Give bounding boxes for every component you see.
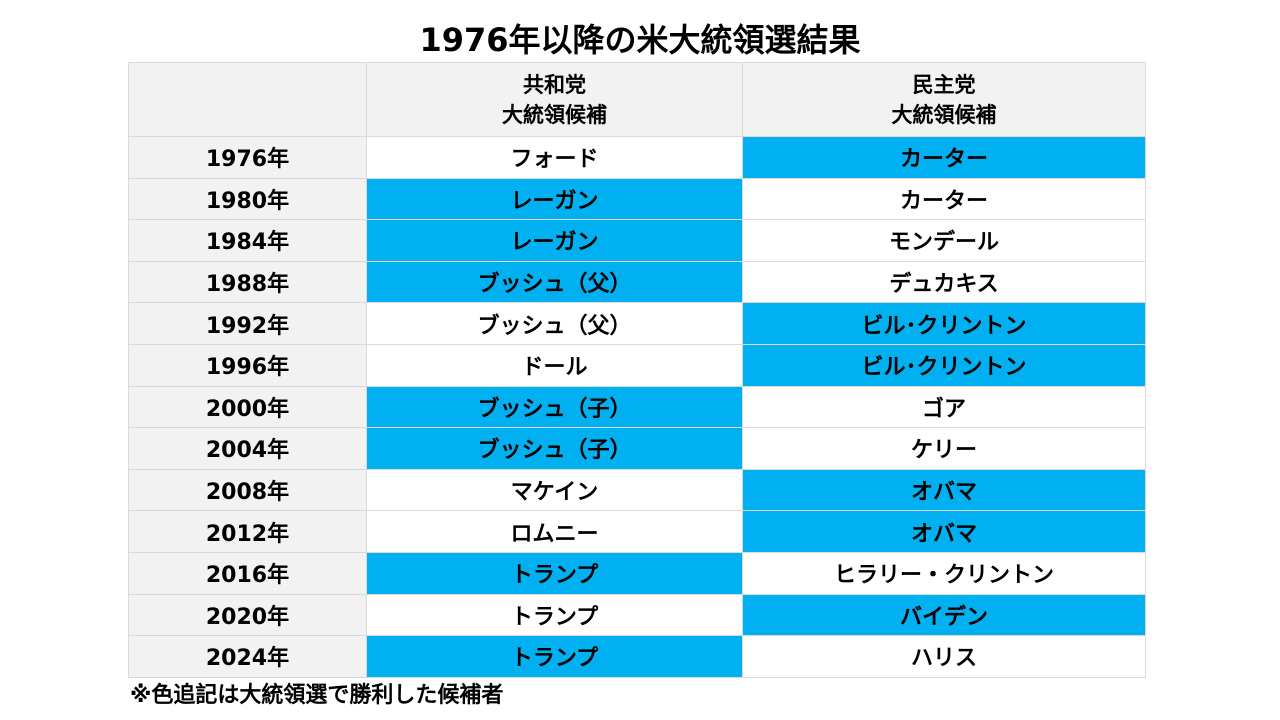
democratic-candidate-cell: ケリー bbox=[742, 427, 1146, 470]
year-cell: 2000年 bbox=[128, 385, 367, 429]
page-title: 1976年以降の米大統領選結果 bbox=[419, 21, 861, 59]
table-row: 2024年 トランプ ハリス bbox=[128, 635, 1146, 678]
year-cell: 2024年 bbox=[128, 635, 367, 678]
republican-candidate-cell: トランプ bbox=[366, 635, 743, 678]
table-row: 1992年 ブッシュ（父） ビル･クリントン bbox=[128, 302, 1146, 345]
year-cell: 1996年 bbox=[128, 343, 367, 387]
democratic-candidate-cell: カーター bbox=[742, 136, 1146, 179]
democratic-candidate-cell: バイデン bbox=[742, 593, 1146, 637]
republican-candidate-cell: レーガン bbox=[366, 219, 743, 262]
year-cell: 2008年 bbox=[128, 468, 367, 512]
header-democratic: 民主党 大統領候補 bbox=[742, 62, 1146, 137]
year-cell: 2012年 bbox=[128, 510, 367, 553]
election-results-table: 共和党 大統領候補 民主党 大統領候補 1976年 フォード カーター 1980年 レー… bbox=[128, 62, 1146, 678]
democratic-candidate-cell: オバマ bbox=[742, 468, 1146, 512]
republican-candidate-cell: フォード bbox=[366, 136, 743, 179]
header-year bbox=[128, 62, 367, 137]
year-cell: 1980年 bbox=[128, 177, 367, 221]
table-row: 1976年 フォード カーター bbox=[128, 136, 1146, 179]
democratic-candidate-cell: オバマ bbox=[742, 510, 1146, 553]
footnote: ※色追記は大統領選で勝利した候補者 bbox=[130, 683, 504, 708]
table-row: 1988年 ブッシュ（父） デュカキス bbox=[128, 260, 1146, 304]
year-cell: 1988年 bbox=[128, 260, 367, 304]
republican-candidate-cell: レーガン bbox=[366, 177, 743, 221]
header-republican-party: 共和党 bbox=[523, 72, 586, 97]
year-cell: 2020年 bbox=[128, 593, 367, 637]
democratic-candidate-cell: デュカキス bbox=[742, 260, 1146, 304]
republican-candidate-cell: ブッシュ（父） bbox=[366, 302, 743, 345]
table-row: 2016年 トランプ ヒラリー・クリントン bbox=[128, 551, 1146, 595]
republican-candidate-cell: ブッシュ（父） bbox=[366, 260, 743, 304]
democratic-candidate-cell: ハリス bbox=[742, 635, 1146, 678]
header-republican-candidate: 大統領候補 bbox=[502, 102, 607, 127]
democratic-candidate-cell: ビル･クリントン bbox=[742, 302, 1146, 345]
year-cell: 1992年 bbox=[128, 302, 367, 345]
table-row: 2020年 トランプ バイデン bbox=[128, 593, 1146, 637]
table-row: 2012年 ロムニー オバマ bbox=[128, 510, 1146, 553]
table-row: 1996年 ドール ビル･クリントン bbox=[128, 343, 1146, 387]
table-row: 2000年 ブッシュ（子） ゴア bbox=[128, 385, 1146, 429]
republican-candidate-cell: ブッシュ（子） bbox=[366, 427, 743, 470]
republican-candidate-cell: マケイン bbox=[366, 468, 743, 512]
democratic-candidate-cell: モンデール bbox=[742, 219, 1146, 262]
democratic-candidate-cell: ヒラリー・クリントン bbox=[742, 551, 1146, 595]
year-cell: 1976年 bbox=[128, 136, 367, 179]
republican-candidate-cell: トランプ bbox=[366, 593, 743, 637]
table-row: 1980年 レーガン カーター bbox=[128, 177, 1146, 221]
table-row: 2004年 ブッシュ（子） ケリー bbox=[128, 427, 1146, 470]
table-row: 2008年 マケイン オバマ bbox=[128, 468, 1146, 512]
year-cell: 2016年 bbox=[128, 551, 367, 595]
header-republican: 共和党 大統領候補 bbox=[366, 62, 743, 137]
republican-candidate-cell: ドール bbox=[366, 343, 743, 387]
year-cell: 1984年 bbox=[128, 219, 367, 262]
table-header-row: 共和党 大統領候補 民主党 大統領候補 bbox=[128, 62, 1146, 137]
republican-candidate-cell: ブッシュ（子） bbox=[366, 385, 743, 429]
republican-candidate-cell: トランプ bbox=[366, 551, 743, 595]
democratic-candidate-cell: カーター bbox=[742, 177, 1146, 221]
year-cell: 2004年 bbox=[128, 427, 367, 470]
table-row: 1984年 レーガン モンデール bbox=[128, 219, 1146, 262]
democratic-candidate-cell: ビル･クリントン bbox=[742, 343, 1146, 387]
table-body: 1976年 フォード カーター 1980年 レーガン カーター 1984年 レーガン モンデール… bbox=[128, 136, 1146, 678]
democratic-candidate-cell: ゴア bbox=[742, 385, 1146, 429]
header-democratic-candidate: 大統領候補 bbox=[891, 102, 997, 127]
republican-candidate-cell: ロムニー bbox=[366, 510, 743, 553]
header-democratic-party: 民主党 bbox=[912, 72, 976, 97]
